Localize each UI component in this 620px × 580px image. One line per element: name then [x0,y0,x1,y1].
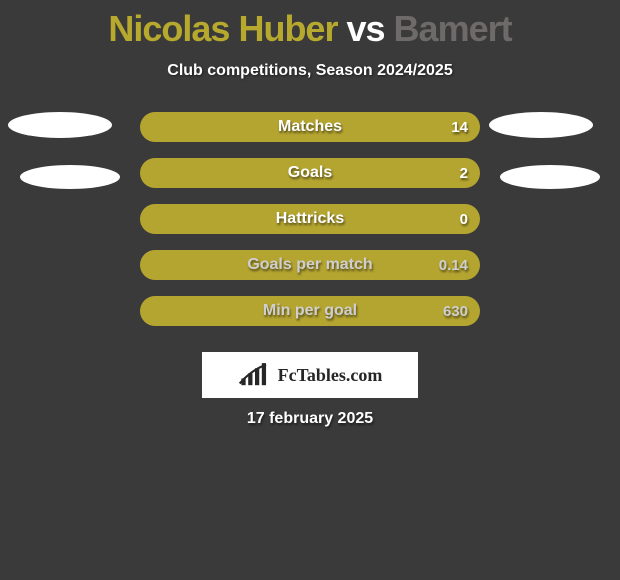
title-player1: Nicolas Huber [108,8,337,49]
source-badge[interactable]: FcTables.com [202,352,418,398]
title-player2: Bamert [394,8,512,49]
stat-bar-label: Matches [278,118,342,136]
stat-bar-label: Goals [288,164,332,182]
date-text: 17 february 2025 [0,410,620,428]
stat-bar: Hattricks 0 [140,204,480,234]
bar-chart-icon [238,361,272,389]
stat-bar: Goals per match 0.14 [140,250,480,280]
stat-bar-label: Goals per match [247,256,372,274]
stat-bar-value: 630 [443,303,468,320]
stat-bar-value: 0.14 [439,257,468,274]
source-badge-text: FcTables.com [278,365,383,386]
side-ellipse [500,165,600,189]
subtitle: Club competitions, Season 2024/2025 [0,62,620,80]
stat-bar-value: 14 [451,119,468,136]
stat-bar-value: 2 [460,165,468,182]
side-ellipse [489,112,593,138]
stat-bar-label: Min per goal [263,302,357,320]
comparison-widget: Nicolas Huber vs Bamert Club competition… [0,0,620,342]
stat-bar: Matches 14 [140,112,480,142]
stat-bar-label: Hattricks [276,210,344,228]
title-vs: vs [346,8,384,49]
stat-bar-value: 0 [460,211,468,228]
side-ellipse [20,165,120,189]
stat-bar: Min per goal 630 [140,296,480,326]
side-ellipse [8,112,112,138]
page-title: Nicolas Huber vs Bamert [0,0,620,50]
stats-area: Matches 14 Goals 2 Hattricks 0 Goals per match… [0,112,620,342]
stat-bar: Goals 2 [140,158,480,188]
